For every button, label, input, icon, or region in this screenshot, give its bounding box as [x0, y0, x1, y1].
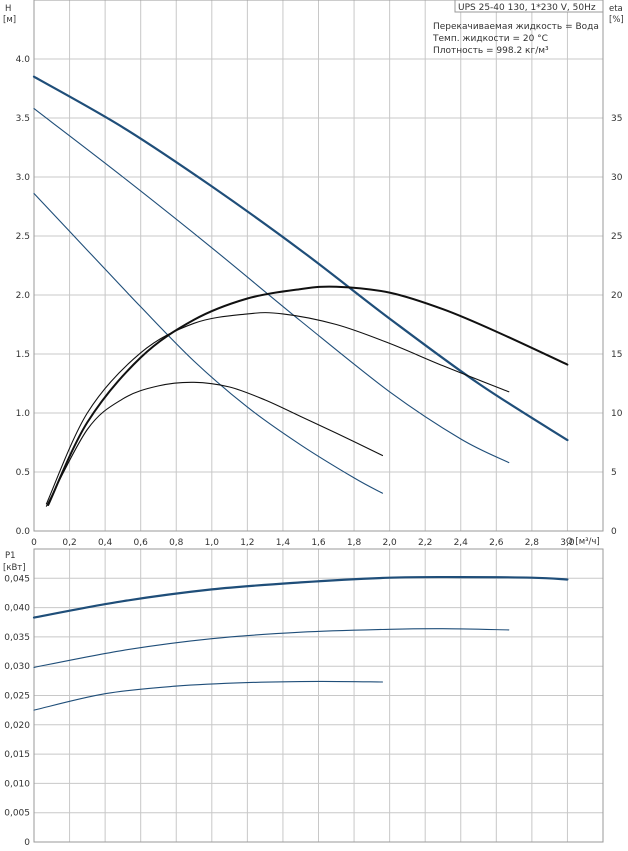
x-tick-label: 0,6	[134, 538, 149, 548]
x-tick-label: 0,8	[169, 538, 184, 548]
head-tick-label: 3.5	[16, 114, 30, 124]
x-tick-label: 1,4	[276, 538, 291, 548]
head-panel-grid	[34, 0, 603, 531]
head-tick-label: 1.0	[16, 409, 31, 419]
x-tick-label: 0,2	[62, 538, 76, 548]
efficiency-tick-label: 5	[611, 468, 617, 478]
efficiency-tick-label: 30	[611, 173, 623, 183]
pump-label-box	[454, 0, 604, 13]
x-tick-label: 1,2	[240, 538, 254, 548]
x-tick-label: 3,0	[560, 538, 575, 548]
head-tick-label: 2.0	[16, 291, 31, 301]
x-tick-label: 1,8	[347, 538, 362, 548]
power-tick-label: 0,045	[4, 574, 30, 584]
power-tick-label: 0,010	[4, 779, 30, 789]
info-fluid: Перекачиваемая жидкость = Вода	[433, 22, 599, 32]
efficiency-tick-label: 35	[611, 114, 622, 124]
power-tick-label: 0,015	[4, 750, 30, 760]
power-axis-symbol: P1	[5, 551, 16, 561]
efficiency-tick-label: 0	[611, 527, 617, 537]
efficiency-tick-label: 20	[611, 291, 623, 301]
x-tick-label: 2,0	[382, 538, 397, 548]
pump-label: UPS 25-40 130, 1*230 V, 50Hz	[458, 3, 596, 13]
head-tick-label: 3.0	[16, 173, 31, 183]
x-tick-label: 1,0	[205, 538, 220, 548]
efficiency-axis-unit: [%]	[609, 15, 624, 25]
efficiency-tick-label: 25	[611, 232, 622, 242]
x-tick-label: 2,6	[489, 538, 504, 548]
power-axis-unit: [кВт]	[3, 563, 26, 573]
head-curve	[33, 192, 384, 494]
info-temperature: Темп. жидкости = 20 °C	[432, 34, 548, 44]
power-tick-label: 0,030	[4, 662, 30, 672]
power-tick-label: 0	[24, 838, 30, 848]
power-tick-label: 0,020	[4, 721, 30, 731]
efficiency-tick-label: 15	[611, 350, 622, 360]
x-tick-label: 2,4	[454, 538, 469, 548]
power-curve	[33, 628, 510, 668]
tick-labels: 0 0,2 0,4 0,6 0,8 1,0 1,2 1,4 1,6 1,8 2,0 2,2 2,4 2,6…	[4, 55, 622, 848]
efficiency-axis-symbol: eta	[609, 4, 623, 14]
head-curve	[33, 108, 510, 464]
power-curve	[33, 680, 384, 711]
head-tick-label: 4.0	[16, 55, 31, 65]
x-tick-label: 2,2	[418, 538, 432, 548]
power-tick-label: 0,035	[4, 633, 30, 643]
efficiency-curve	[45, 381, 384, 507]
x-tick-label: 0	[31, 538, 37, 548]
head-tick-label: 0.0	[16, 527, 31, 537]
head-axis-unit: [м]	[3, 15, 16, 25]
power-panel-frame	[33, 548, 604, 843]
head-panel-frame	[33, 0, 604, 532]
x-tick-label: 1,6	[311, 538, 326, 548]
x-tick-label: 0,4	[98, 538, 113, 548]
power-tick-label: 0,025	[4, 692, 30, 702]
efficiency-curve	[47, 285, 569, 506]
performance-curves	[32, 75, 569, 711]
power-panel-grid	[34, 549, 603, 842]
power-curve	[32, 575, 569, 619]
head-axis-symbol: H	[5, 4, 11, 14]
x-tick-label: 2,8	[525, 538, 540, 548]
head-tick-label: 0.5	[16, 468, 30, 478]
power-tick-label: 0,005	[4, 809, 30, 819]
flow-axis-label: Q [м³/ч]	[566, 537, 600, 547]
head-tick-label: 2.5	[16, 232, 30, 242]
efficiency-tick-label: 10	[611, 409, 623, 419]
head-curve	[32, 75, 569, 442]
head-tick-label: 1.5	[16, 350, 30, 360]
efficiency-curve	[45, 312, 510, 505]
power-tick-label: 0,040	[4, 604, 30, 614]
info-density: Плотность = 998.2 кг/м³	[433, 46, 549, 56]
